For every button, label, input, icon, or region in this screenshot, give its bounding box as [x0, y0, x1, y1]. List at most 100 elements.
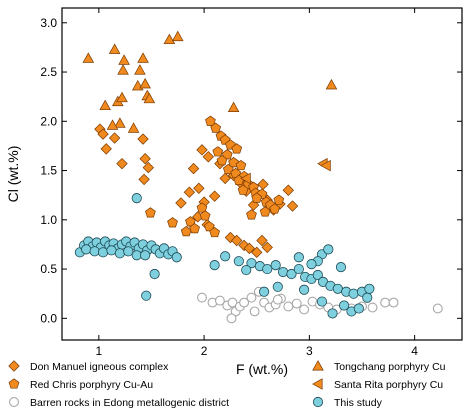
data-point: [175, 197, 187, 209]
plot-area-frame: [61, 7, 463, 341]
data-point: [251, 192, 263, 203]
data-point: [137, 52, 149, 63]
data-point: [131, 193, 142, 204]
legend-label: This study: [334, 397, 383, 409]
data-point: [82, 52, 95, 63]
y-tick-label: 0.5: [40, 262, 57, 276]
data-point: [187, 162, 200, 175]
legend: Don Manuel igneous complex Tongchang porp…: [8, 360, 446, 409]
series-this-study: [74, 193, 375, 319]
data-point: [256, 234, 268, 247]
axis-ticks: 1 2 3 4 0.0 0.5 1.0 1.5 2.0 2.5 3.0: [40, 8, 462, 358]
data-point: [362, 292, 373, 303]
data-point: [332, 283, 343, 294]
data-point: [196, 144, 208, 156]
y-tick-label: 0.0: [40, 311, 57, 325]
y-tick-label: 2.5: [40, 65, 57, 79]
legend-marker: [8, 360, 20, 372]
data-point: [231, 234, 243, 247]
data-point: [222, 163, 234, 175]
data-point: [139, 77, 151, 89]
legend-label: Red Chris porphyry Cu-Au: [30, 379, 153, 391]
series-red-chris-porphyry-cu-au: [145, 115, 285, 238]
data-point: [251, 246, 263, 259]
legend-marker: [8, 378, 20, 389]
data-point: [246, 209, 257, 220]
legend-label: Tongchang porphyry Cu: [334, 361, 446, 373]
data-point: [293, 252, 304, 263]
data-point: [117, 64, 129, 75]
data-point: [163, 33, 176, 45]
data-point: [145, 207, 156, 218]
data-point: [209, 226, 220, 238]
data-point: [312, 269, 323, 281]
y-tick-label: 1.5: [40, 164, 57, 178]
data-point: [219, 172, 231, 185]
data-point: [108, 132, 121, 144]
data-point: [286, 268, 297, 280]
series-santa-rita-porphyry-cu: [240, 157, 331, 185]
series-don-manuel-igneous-complex: [94, 123, 299, 259]
data-point: [199, 210, 211, 221]
data-point: [237, 184, 249, 195]
data-point: [272, 281, 283, 292]
data-point: [272, 294, 283, 305]
data-point: [209, 260, 220, 271]
data-point: [123, 246, 134, 257]
data-point: [106, 119, 119, 130]
data-point: [216, 155, 228, 166]
data-point: [282, 184, 295, 196]
series-barren-rocks-in-edong-metallogenic-district: [197, 286, 443, 324]
data-point: [118, 54, 130, 65]
y-axis-label: Cl (wt.%): [5, 146, 21, 203]
data-point: [214, 295, 225, 306]
data-point: [283, 301, 294, 312]
data-point: [316, 296, 328, 307]
data-point: [240, 172, 251, 185]
data-point: [325, 78, 338, 90]
legend-label: Santa Rita porphyry Cu: [334, 379, 443, 391]
legend-marker: [312, 360, 324, 371]
x-axis-label: F (wt.%): [236, 361, 288, 377]
data-point: [208, 190, 221, 202]
data-point: [273, 194, 285, 205]
data-point: [239, 297, 250, 308]
legend-label: Don Manuel igneous complex: [30, 361, 169, 373]
data-point: [241, 264, 252, 276]
data-point: [97, 247, 109, 258]
legend-marker: [312, 396, 324, 408]
data-point: [259, 286, 270, 297]
data-point: [131, 250, 142, 261]
series-tongchang-porphyry-cu: [82, 30, 338, 133]
data-point: [196, 202, 208, 213]
data-point: [138, 173, 150, 186]
data-point: [171, 252, 182, 263]
y-tick-label: 2.0: [40, 114, 57, 128]
x-tick-label: 3: [306, 344, 313, 358]
legend-item-this-study: This study: [312, 396, 383, 409]
legend-item-red-chris-porphyry-cu-au: Red Chris porphyry Cu-Au: [8, 378, 153, 391]
legend-item-santa-rita-porphyry-cu: Santa Rita porphyry Cu: [312, 378, 443, 391]
data-point: [367, 302, 378, 313]
data-point: [202, 151, 215, 163]
data-point: [323, 244, 334, 255]
data-point: [220, 251, 231, 262]
data-point: [270, 260, 281, 271]
data-point: [143, 92, 156, 104]
y-tick-label: 3.0: [40, 16, 57, 30]
data-point: [139, 153, 151, 165]
data-point: [193, 182, 205, 194]
data-point: [299, 284, 310, 295]
data-point: [183, 186, 196, 198]
x-tick-label: 2: [201, 344, 208, 358]
data-point: [149, 268, 160, 280]
data-point: [97, 128, 109, 140]
legend-marker: [9, 397, 19, 407]
data-point: [262, 263, 273, 275]
data-point: [259, 206, 271, 217]
data-point: [286, 200, 299, 212]
data-point: [226, 313, 237, 324]
legend-item-tongchang-porphyry-cu: Tongchang porphyry Cu: [312, 360, 446, 373]
